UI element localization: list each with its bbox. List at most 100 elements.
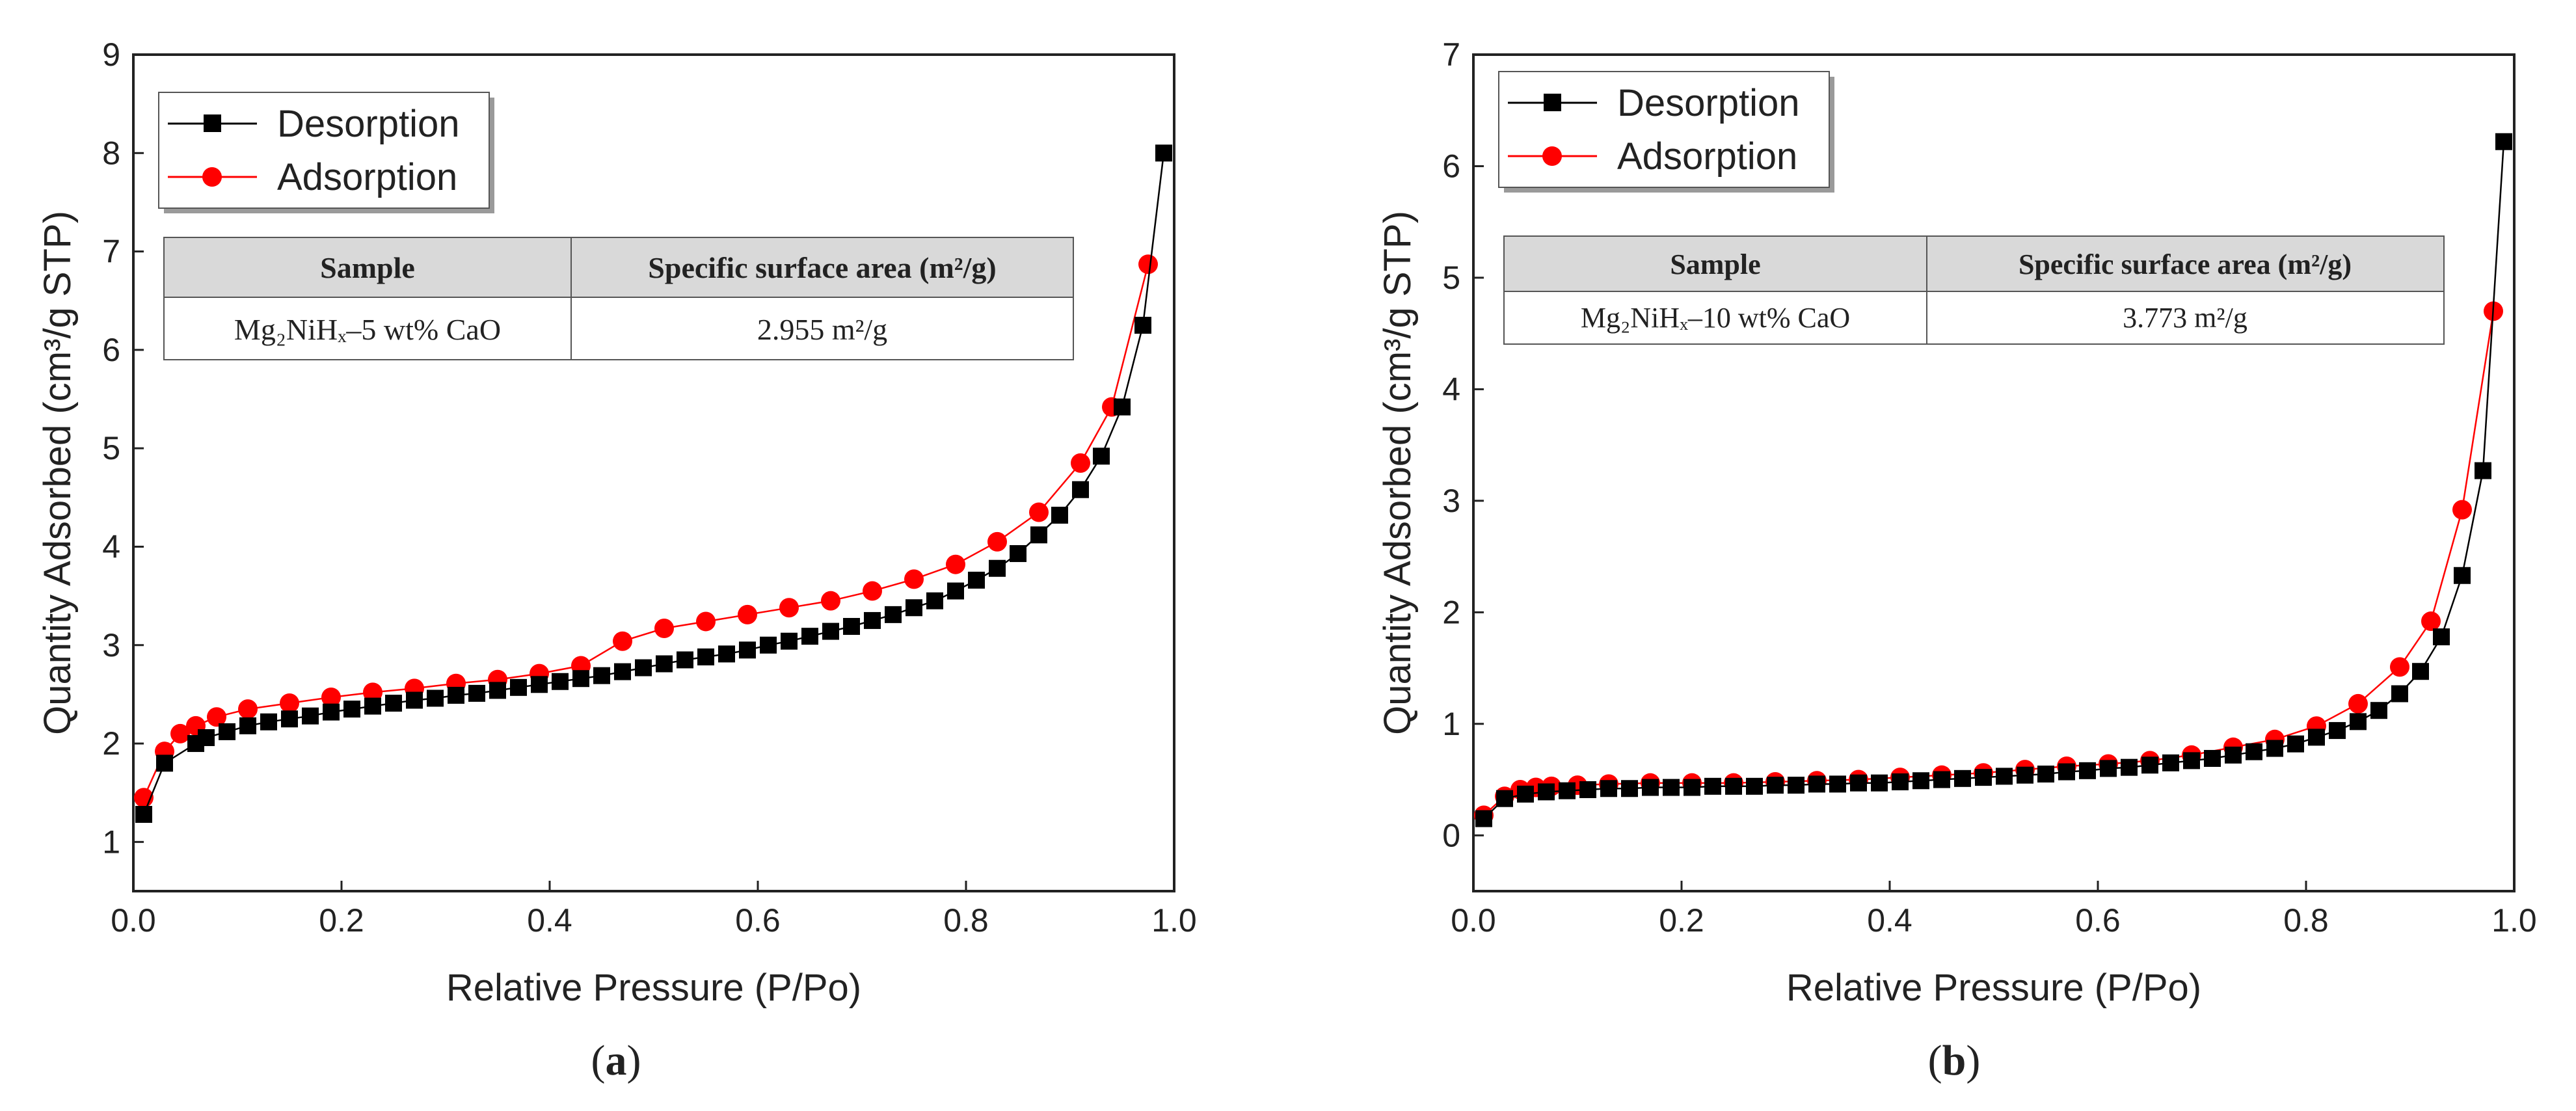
desorption-point-a [1134, 317, 1151, 334]
adsorption-line-b [1483, 311, 2495, 816]
y-tick-label-a: 2 [102, 725, 120, 762]
desorption-point-a [510, 678, 527, 696]
desorption-point-a [552, 673, 569, 690]
plot-frame-b [1472, 53, 2516, 892]
desorption-point-a [843, 618, 860, 636]
desorption-point-a [926, 592, 943, 609]
legend-adsorption-marker-a [202, 167, 222, 187]
desorption-point-b [1850, 774, 1867, 792]
table-cell-sample-a: Mg₂NiHₓ–5 wt% CaO [234, 313, 501, 346]
desorption-point-a [531, 676, 548, 693]
desorption-point-b [1475, 810, 1492, 827]
desorption-point-b [1496, 790, 1513, 807]
desorption-point-a [281, 710, 298, 728]
x-axis-label-b: Relative Pressure (P/Po) [1786, 967, 2201, 1009]
adsorption-point-a [821, 591, 840, 611]
chart-panel-a: 0.0 0.2 0.4 0.6 0.8 1.0 1 2 3 4 5 6 7 8 9 Quantity Ads… [36, 36, 1197, 1084]
adsorption-point-a [280, 693, 299, 714]
desorption-point-b [2183, 752, 2200, 770]
plot-frame-a [132, 53, 1175, 892]
desorption-point-a [1072, 481, 1089, 498]
desorption-point-a [1051, 507, 1068, 524]
desorption-point-b [2391, 685, 2408, 703]
desorption-point-a [718, 645, 735, 663]
x-tick-label-b: 0.2 [1659, 902, 1704, 939]
x-tick-label-a: 0.0 [111, 902, 156, 939]
table-cell-sample-b: Mg₂NiHₓ–10 wt% CaO [1581, 302, 1850, 334]
desorption-point-a [427, 689, 444, 707]
y-tick-label-b: 5 [1442, 260, 1460, 296]
desorption-point-b [1517, 785, 1534, 803]
desorption-point-b [2350, 713, 2367, 730]
desorption-point-b [1704, 777, 1721, 795]
desorption-point-b [1746, 777, 1763, 795]
legend-desorption-label-a: Desorption [277, 103, 459, 145]
y-tick-label-b: 4 [1442, 371, 1460, 407]
desorption-point-b [2162, 754, 2179, 771]
y-tick-label-a: 5 [102, 430, 120, 466]
desorption-point-b [2370, 702, 2387, 719]
desorption-point-b [1663, 779, 1680, 796]
desorption-point-a [219, 723, 235, 740]
y-tick-label-a: 9 [102, 36, 120, 73]
panel-caption-a: (a) [591, 1037, 641, 1084]
legend-a: Desorption Adsorption [158, 92, 494, 213]
desorption-point-a [1114, 398, 1131, 416]
desorption-point-a [468, 684, 485, 702]
desorption-point-b [2495, 133, 2512, 150]
desorption-point-b [1767, 777, 1784, 794]
adsorption-point-a [654, 619, 674, 639]
desorption-point-b [1684, 779, 1700, 796]
desorption-point-a [968, 571, 985, 589]
y-tick-label-a: 7 [102, 234, 120, 270]
desorption-point-b [1579, 781, 1596, 798]
adsorption-point-a [321, 687, 341, 707]
x-axis-label-a: Relative Pressure (P/Po) [446, 967, 861, 1009]
adsorption-point-b [2452, 500, 2472, 520]
adsorption-point-a [863, 581, 882, 601]
table-header-area-a: Specific surface area (m²/g) [648, 251, 996, 284]
desorption-point-a [198, 729, 215, 746]
desorption-point-b [2058, 763, 2075, 781]
desorption-point-b [2308, 729, 2325, 746]
y-axis-label-a: Quantity Adsorbed (cm³/g STP) [36, 211, 79, 735]
legend-adsorption-label-a: Adsorption [277, 156, 457, 198]
desorption-point-b [2079, 762, 2096, 779]
desorption-point-a [239, 717, 256, 734]
desorption-point-a [885, 606, 902, 623]
desorption-point-b [1871, 774, 1888, 792]
desorption-point-a [302, 707, 319, 725]
desorption-point-a [801, 628, 818, 645]
legend-adsorption-marker-b [1542, 146, 1562, 166]
desorption-point-b [1912, 772, 1929, 790]
desorption-point-b [2287, 735, 2304, 753]
desorption-point-a [947, 582, 964, 600]
desorption-point-b [2204, 749, 2221, 767]
y-tick-label-b: 0 [1442, 817, 1460, 853]
desorption-point-a [364, 697, 381, 715]
desorption-point-b [2433, 628, 2450, 646]
desorption-point-b [1559, 782, 1576, 799]
desorption-point-b [2412, 663, 2429, 680]
legend-desorption-marker-b [1544, 94, 1561, 111]
desorption-point-a [343, 701, 360, 718]
desorption-point-b [1892, 773, 1909, 790]
adsorption-point-a [1071, 453, 1090, 473]
desorption-point-a [489, 682, 506, 699]
adsorption-point-a [987, 531, 1007, 552]
desorption-point-a [260, 713, 277, 730]
y-tick-label-a: 1 [102, 823, 120, 860]
adsorption-point-a [946, 554, 965, 574]
x-tick-label-a: 0.6 [735, 902, 781, 939]
adsorption-point-a [1029, 502, 1049, 522]
legend-desorption-label-b: Desorption [1617, 82, 1799, 124]
y-tick-label-a: 8 [102, 135, 120, 171]
adsorption-point-a [170, 723, 190, 743]
adsorption-point-a [779, 598, 799, 618]
desorption-point-a [656, 655, 673, 673]
desorption-point-a [989, 559, 1006, 577]
desorption-point-a [385, 695, 402, 712]
x-tick-label-b: 0.8 [2283, 902, 2329, 939]
desorption-point-b [1725, 777, 1742, 795]
